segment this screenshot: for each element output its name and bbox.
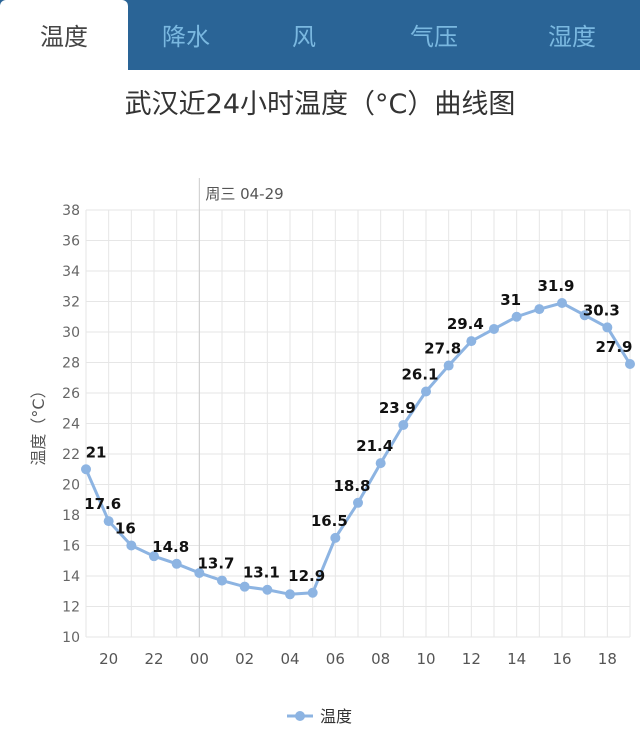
x-tick-label: 18 (598, 650, 617, 668)
tab-humidity[interactable]: 湿度 (548, 23, 596, 51)
x-tick-label: 08 (371, 650, 390, 668)
data-point (625, 359, 635, 370)
data-label: 21.4 (356, 437, 393, 455)
data-point (81, 464, 91, 475)
data-label: 29.4 (447, 315, 484, 333)
data-point (149, 551, 159, 562)
x-tick-label: 12 (462, 650, 481, 668)
data-label: 14.8 (152, 538, 189, 556)
data-point (171, 558, 182, 569)
tab-wind[interactable]: 风 (292, 23, 316, 51)
y-tick-label: 36 (62, 234, 80, 250)
y-tick-label: 20 (62, 478, 80, 494)
data-label: 18.8 (333, 477, 370, 495)
y-tick-label: 28 (62, 356, 80, 372)
y-tick-label: 34 (62, 264, 80, 280)
data-point (557, 298, 567, 309)
y-tick-label: 12 (62, 600, 80, 616)
y-tick-label: 38 (62, 203, 80, 219)
data-label: 26.1 (401, 365, 438, 383)
data-label: 16 (115, 520, 136, 538)
legend-label: 温度 (320, 707, 352, 726)
y-tick-label: 18 (62, 508, 80, 524)
x-tick-label: 00 (190, 650, 209, 668)
data-point (579, 310, 590, 321)
data-label: 13.7 (197, 555, 234, 573)
y-tick-label: 24 (62, 417, 80, 433)
x-tick-label: 16 (552, 650, 571, 668)
tab-precipitation[interactable]: 降水 (162, 23, 210, 51)
data-point (534, 304, 545, 315)
data-label: 13.1 (243, 564, 280, 582)
data-point (126, 540, 137, 551)
x-tick-label: 20 (99, 650, 118, 668)
data-point (217, 575, 227, 586)
y-tick-label: 30 (62, 325, 80, 341)
data-label: 17.6 (84, 495, 121, 513)
tab-pressure[interactable]: 气压 (410, 23, 458, 51)
data-label: 21 (86, 443, 107, 461)
data-point (375, 458, 386, 469)
data-label: 31.9 (537, 277, 574, 295)
x-tick-label: 02 (235, 650, 254, 668)
date-marker-label: 周三 04-29 (205, 185, 283, 203)
data-label: 16.5 (311, 512, 348, 530)
x-tick-label: 04 (280, 650, 299, 668)
chart-title: 武汉近24小时温度（°C）曲线图 (124, 89, 516, 120)
y-tick-label: 22 (62, 447, 80, 463)
data-point (330, 532, 341, 543)
y-tick-label: 16 (62, 539, 80, 555)
x-tick-label: 10 (416, 650, 435, 668)
data-point (511, 311, 522, 322)
data-point (398, 420, 409, 431)
data-point (307, 587, 318, 598)
legend-marker (295, 711, 305, 721)
y-tick-label: 14 (62, 569, 80, 585)
data-label: 27.8 (424, 340, 461, 358)
data-point (443, 360, 454, 371)
x-tick-label: 14 (507, 650, 526, 668)
data-point (353, 497, 363, 508)
y-axis-label: 温度（°C） (29, 382, 48, 465)
data-label: 12.9 (288, 567, 325, 585)
data-label: 23.9 (379, 399, 416, 417)
data-point (285, 589, 295, 600)
x-tick-label: 06 (326, 650, 345, 668)
data-point (103, 516, 114, 527)
data-point (262, 584, 273, 595)
data-point (194, 567, 205, 578)
y-tick-label: 26 (62, 386, 80, 402)
data-label: 31 (500, 291, 521, 309)
tab-temperature[interactable]: 温度 (0, 0, 128, 70)
x-tick-label: 22 (144, 650, 163, 668)
data-point (466, 336, 477, 347)
data-point (421, 386, 431, 397)
data-point (239, 581, 250, 592)
tab-bar: 温度 降水 风 气压 湿度 (0, 0, 640, 70)
data-point (602, 322, 613, 333)
data-point (489, 323, 499, 334)
y-tick-label: 10 (62, 630, 80, 646)
y-tick-label: 32 (62, 295, 80, 311)
data-label: 27.9 (595, 338, 632, 356)
data-label: 30.3 (583, 301, 620, 319)
